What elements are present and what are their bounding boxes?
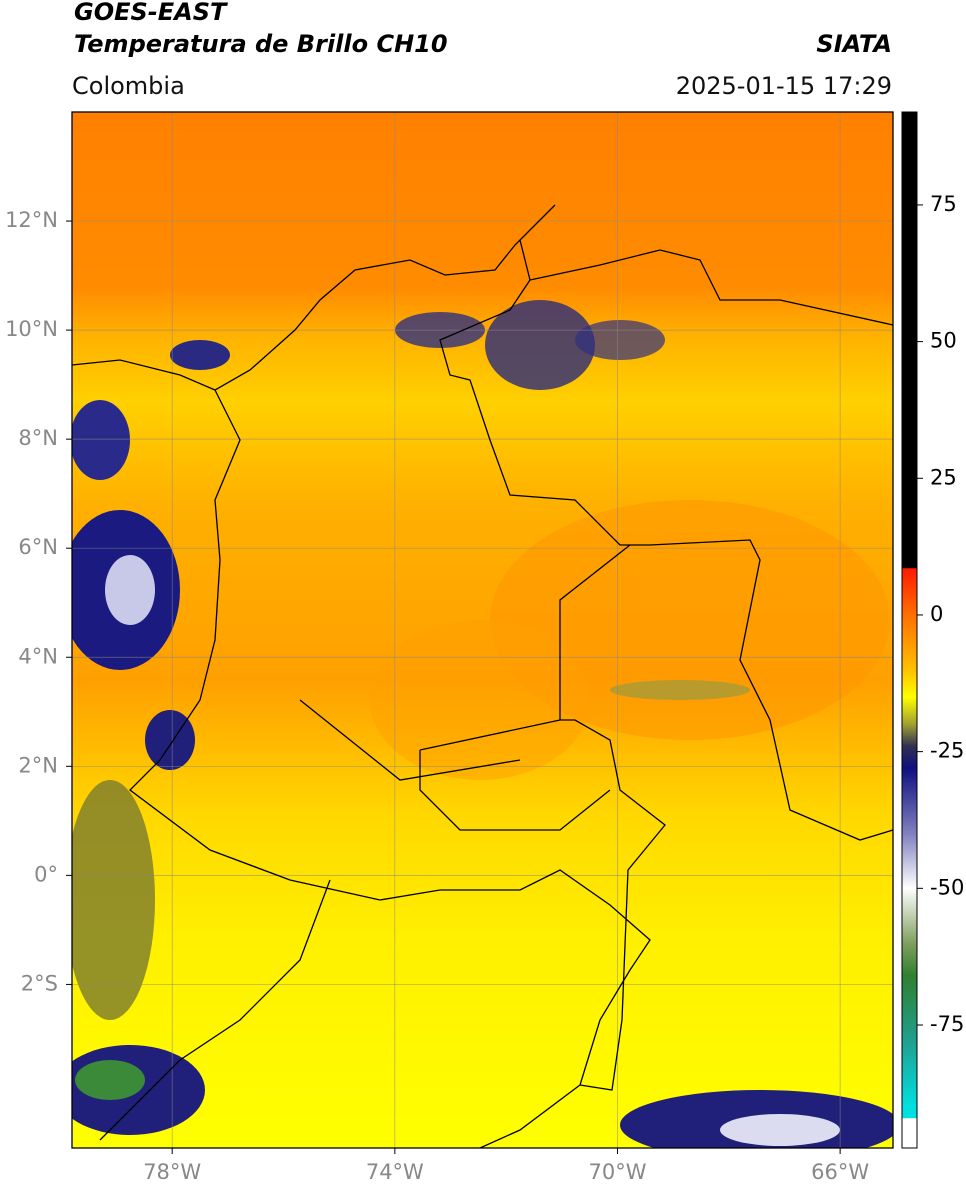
colorbar-tick-label: 0 [930,602,943,626]
colorbar-tick-label: -75 [930,1012,964,1036]
y-tick-label: 2°N [18,753,58,777]
title: GOES-EAST [74,0,228,26]
cloud [720,1114,840,1146]
map-frame [71,111,894,1149]
region: Colombia [72,72,185,100]
x-tick-label: 78°W [143,1160,201,1184]
datetime: 2025-01-15 17:29 [676,72,892,100]
y-tick-label: 10°N [5,317,58,341]
x-tick-label: 74°W [366,1160,424,1184]
y-tick-label: 4°N [18,644,58,668]
cloud [105,555,155,625]
colorbar-tick-label: -25 [930,739,964,763]
source: SIATA [816,30,892,58]
borders [71,204,894,1149]
colorbar [901,111,918,1149]
y-tick-label: 8°N [18,426,58,450]
cloud [575,320,665,360]
cloud [485,300,595,390]
cloud [75,1060,145,1100]
colorbar-tick-label: 25 [930,465,957,489]
cloud [170,340,230,370]
map-imagery [72,112,893,1148]
cloud [610,680,750,700]
y-tick-label: 12°N [5,208,58,232]
y-tick-label: 2°S [21,971,58,995]
grid [72,112,893,1148]
cloud [370,620,590,780]
cloud [490,500,890,740]
x-tick-label: 70°W [588,1160,646,1184]
y-tick-label: 0° [34,862,58,886]
colorbar-tick-label: 50 [930,329,957,353]
cloud [72,400,130,480]
cloud [72,780,155,1020]
colorbar-tick-label: 75 [930,192,957,216]
y-tick-label: 6°N [18,535,58,559]
colorbar-tick-label: -50 [930,875,964,899]
title: Temperatura de Brillo CH10 [74,30,448,58]
x-tick-label: 66°W [811,1160,869,1184]
cloud [145,710,195,770]
